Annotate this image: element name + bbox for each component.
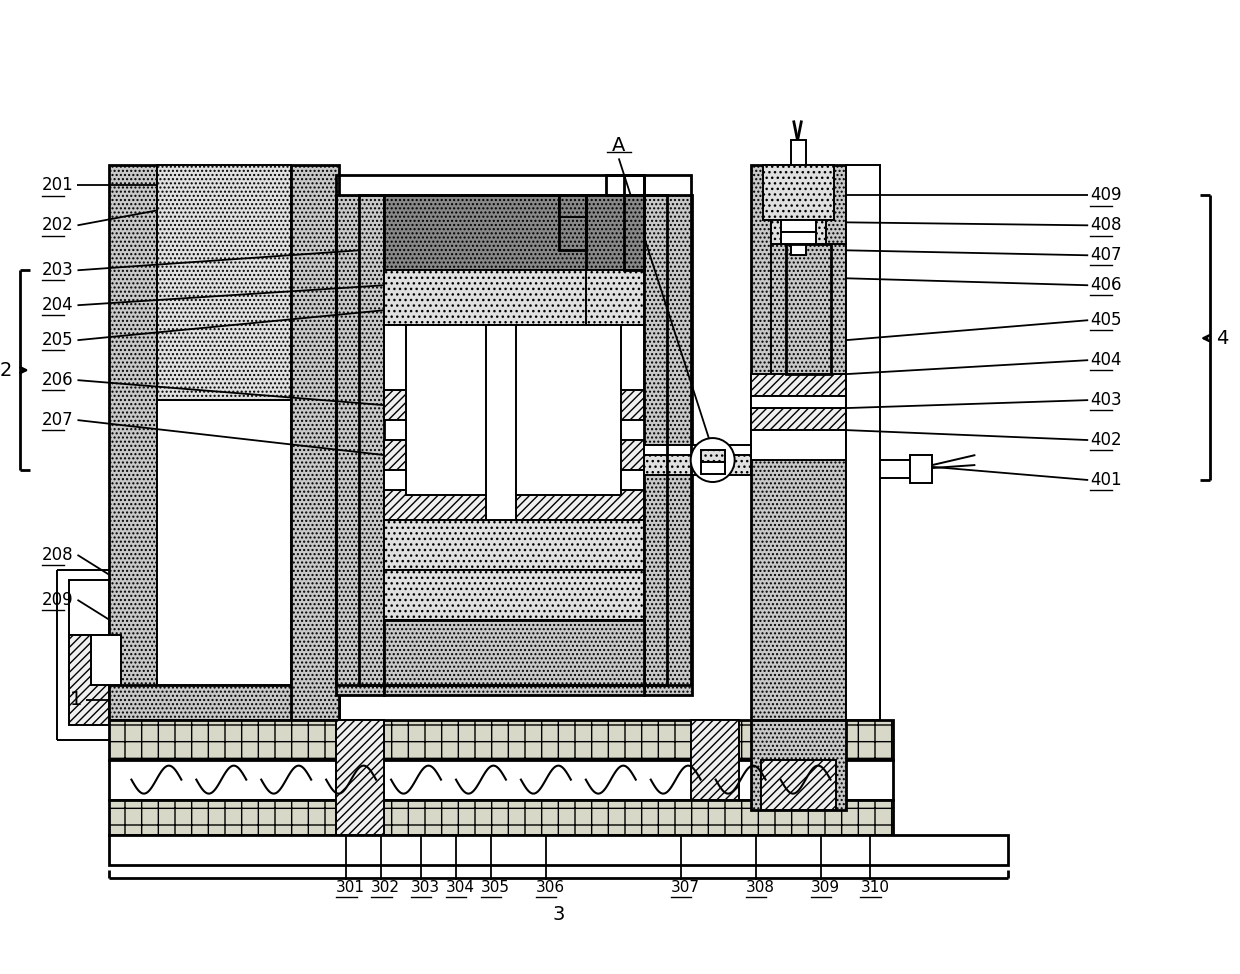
- Text: 402: 402: [1090, 431, 1122, 449]
- Text: A: A: [613, 136, 625, 155]
- Bar: [624, 175, 644, 270]
- Text: 206: 206: [41, 371, 73, 390]
- Text: 310: 310: [861, 880, 889, 895]
- Text: 406: 406: [1090, 277, 1122, 294]
- Text: 403: 403: [1090, 392, 1122, 409]
- Bar: [109, 760, 894, 800]
- Bar: [384, 470, 644, 490]
- Bar: [750, 720, 846, 809]
- Bar: [486, 325, 516, 520]
- Circle shape: [691, 438, 734, 482]
- Bar: [336, 720, 384, 835]
- Bar: [846, 166, 880, 720]
- Bar: [701, 450, 724, 462]
- Text: 203: 203: [41, 261, 73, 280]
- Text: 307: 307: [671, 880, 699, 895]
- Bar: [644, 196, 692, 694]
- Bar: [384, 520, 644, 570]
- Bar: [701, 462, 724, 474]
- Bar: [336, 175, 691, 685]
- Bar: [750, 408, 846, 431]
- Bar: [750, 374, 846, 396]
- Text: 208: 208: [41, 545, 73, 564]
- Bar: [384, 325, 644, 391]
- Text: 2: 2: [0, 360, 11, 380]
- Text: 306: 306: [536, 880, 565, 895]
- Bar: [644, 455, 750, 475]
- Text: 404: 404: [1090, 352, 1122, 369]
- Bar: [384, 391, 644, 420]
- Bar: [109, 835, 1008, 865]
- Bar: [644, 445, 750, 465]
- Bar: [384, 570, 644, 619]
- Text: 405: 405: [1090, 312, 1122, 329]
- Bar: [109, 685, 340, 720]
- Text: 409: 409: [1090, 186, 1122, 205]
- Bar: [384, 619, 644, 694]
- Bar: [336, 196, 384, 694]
- Text: 204: 204: [41, 296, 73, 315]
- Text: 4: 4: [1216, 328, 1229, 348]
- Text: 408: 408: [1090, 216, 1122, 235]
- Text: 302: 302: [371, 880, 401, 895]
- Text: 201: 201: [41, 176, 73, 195]
- Text: 303: 303: [410, 880, 440, 895]
- Bar: [109, 800, 894, 835]
- Bar: [781, 220, 816, 233]
- Text: 305: 305: [481, 880, 510, 895]
- Bar: [405, 325, 621, 495]
- Bar: [384, 196, 644, 270]
- Bar: [109, 166, 157, 720]
- Bar: [750, 431, 846, 460]
- Bar: [760, 760, 836, 809]
- Text: 308: 308: [745, 880, 775, 895]
- Bar: [109, 720, 894, 760]
- Bar: [384, 490, 644, 520]
- Bar: [786, 244, 831, 374]
- Bar: [360, 196, 667, 685]
- Bar: [559, 196, 585, 250]
- Bar: [763, 166, 833, 220]
- Bar: [384, 440, 644, 470]
- Bar: [291, 166, 340, 720]
- Bar: [92, 635, 122, 685]
- Bar: [770, 244, 846, 374]
- Text: 207: 207: [41, 411, 73, 430]
- Bar: [770, 166, 826, 255]
- Bar: [69, 635, 109, 725]
- Text: 209: 209: [41, 591, 73, 609]
- Bar: [750, 396, 846, 408]
- Bar: [585, 196, 644, 270]
- Text: 3: 3: [553, 905, 565, 924]
- Text: 301: 301: [336, 880, 365, 895]
- Bar: [791, 140, 806, 255]
- Text: 407: 407: [1090, 246, 1122, 264]
- Text: 202: 202: [41, 216, 73, 235]
- Bar: [384, 270, 644, 325]
- Bar: [157, 166, 291, 400]
- Text: 304: 304: [446, 880, 475, 895]
- Bar: [559, 196, 585, 217]
- Text: 309: 309: [811, 880, 839, 895]
- Bar: [69, 580, 109, 635]
- Bar: [691, 720, 739, 800]
- Text: 1: 1: [71, 691, 83, 709]
- Bar: [910, 455, 932, 483]
- Bar: [585, 270, 644, 325]
- Bar: [606, 175, 644, 196]
- Bar: [880, 460, 910, 478]
- Bar: [750, 166, 846, 720]
- Text: 205: 205: [41, 331, 73, 350]
- Bar: [781, 233, 816, 244]
- Text: 401: 401: [1090, 471, 1122, 489]
- Bar: [157, 400, 291, 685]
